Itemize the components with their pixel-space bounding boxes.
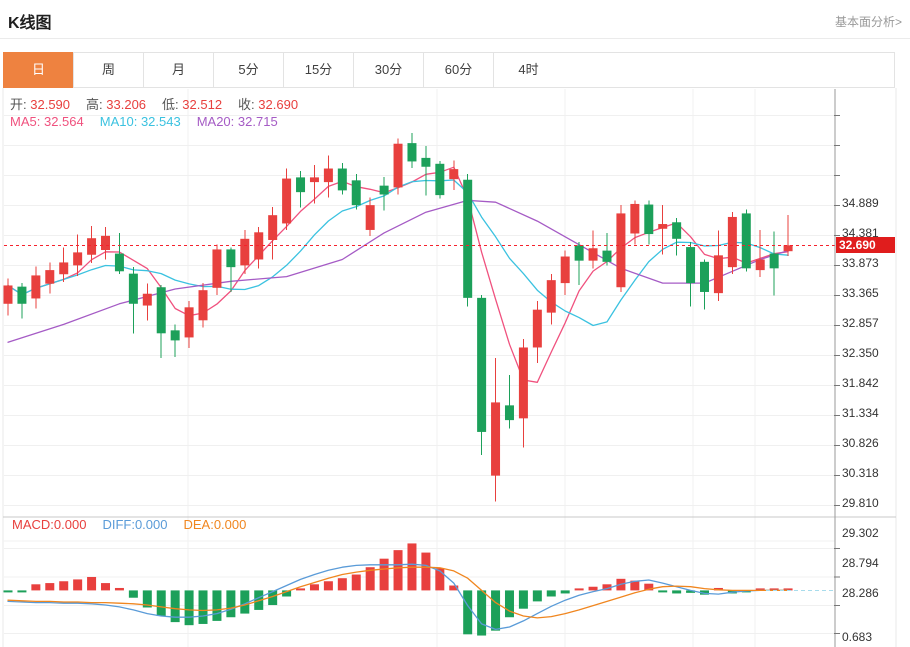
kline-chart[interactable]	[0, 88, 910, 647]
price-tick-0: 34.889	[842, 196, 879, 211]
price-tick-12: 28.794	[842, 556, 879, 571]
price-tick-10: 29.810	[842, 496, 879, 511]
page-header: K线图 基本面分析>	[0, 0, 910, 39]
dea-value: 0.000	[213, 517, 247, 532]
price-tick-6: 31.842	[842, 376, 879, 391]
macd-label: MACD:	[12, 517, 54, 532]
low-label: 低:	[162, 97, 179, 112]
ma20-label: MA20:	[196, 114, 235, 129]
open-value: 32.590	[30, 97, 71, 112]
interval-tab-4hour[interactable]: 4时	[493, 52, 564, 88]
chart-card: 开: 32.590 高: 33.206 低: 32.512 收: 32.690 …	[0, 88, 910, 647]
interval-tab-week[interactable]: 周	[73, 52, 144, 88]
price-tick-7: 31.334	[842, 406, 879, 421]
price-tick-13: 28.286	[842, 586, 879, 601]
price-tick-2: 33.873	[842, 256, 879, 271]
price-tick-11: 29.302	[842, 526, 879, 541]
close-label: 收:	[238, 97, 255, 112]
page-title: K线图	[8, 15, 52, 32]
macd-readout: MACD:0.000 DIFF:0.000 DEA:0.000	[12, 517, 246, 532]
fundamental-analysis-link[interactable]: 基本面分析>	[834, 15, 902, 29]
ohlc-readout: 开: 32.590 高: 33.206 低: 32.512 收: 32.690	[10, 94, 298, 113]
ma5-label: MA5:	[10, 114, 41, 129]
price-tick-1: 34.381	[842, 226, 879, 241]
dea-label: DEA:	[183, 517, 214, 532]
interval-tab-30min[interactable]: 30分	[353, 52, 424, 88]
price-tick-4: 32.857	[842, 316, 879, 331]
close-value: 32.690	[258, 97, 299, 112]
interval-tab-5min[interactable]: 5分	[213, 52, 284, 88]
low-value: 32.512	[182, 97, 223, 112]
ma10-label: MA10:	[99, 114, 138, 129]
macd-value: 0.000	[53, 517, 87, 532]
interval-tab-day[interactable]: 日	[3, 52, 74, 88]
ma-readout: MA5: 32.564 MA10: 32.543 MA20: 32.715	[10, 114, 278, 129]
current-price-tag: 32.690	[836, 237, 895, 253]
price-tick-3: 33.365	[842, 286, 879, 301]
diff-label: DIFF:	[102, 517, 135, 532]
ma20-value: 32.715	[237, 114, 278, 129]
macd-tick-0: 0.683	[842, 629, 873, 644]
interval-tab-month[interactable]: 月	[143, 52, 214, 88]
price-tick-5: 32.350	[842, 346, 879, 361]
ma5-value: 32.564	[43, 114, 84, 129]
high-value: 33.206	[106, 97, 147, 112]
interval-tab-60min[interactable]: 60分	[423, 52, 494, 88]
diff-value: 0.000	[134, 517, 168, 532]
high-label: 高:	[86, 97, 103, 112]
interval-tab-15min[interactable]: 15分	[283, 52, 354, 88]
ma10-value: 32.543	[140, 114, 181, 129]
open-label: 开:	[10, 97, 27, 112]
tabbar-filler	[563, 52, 895, 88]
price-tick-8: 30.826	[842, 436, 879, 451]
price-tick-9: 30.318	[842, 466, 879, 481]
interval-tabbar: 日周月 5分 15分 30分 60分 4时	[3, 52, 895, 88]
